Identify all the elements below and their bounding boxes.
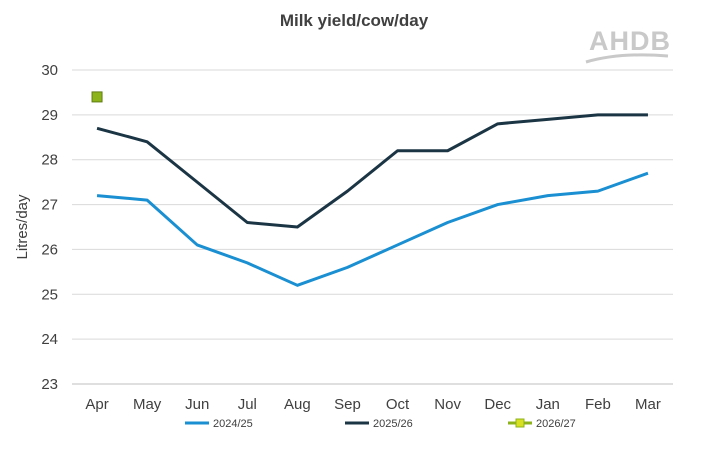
chart-title: Milk yield/cow/day — [280, 11, 429, 30]
x-tick-label: Feb — [585, 396, 611, 413]
ahdb-logo: AHDB — [585, 26, 671, 64]
y-tick-label: 24 — [41, 331, 58, 348]
y-tick-label: 27 — [41, 197, 58, 214]
x-tick-label: Nov — [434, 396, 461, 413]
series-group — [91, 91, 649, 287]
legend-label: 2025/26 — [373, 418, 413, 430]
gridlines — [72, 69, 673, 340]
x-tick-labels: Apr May Jun Jul Aug Sep Oct Nov Dec Jan Feb Mar — [85, 396, 661, 413]
series-line-2025-26 — [96, 113, 648, 229]
y-tick-label: 29 — [41, 107, 58, 124]
series-point — [91, 91, 103, 103]
x-tick-label: Sep — [334, 396, 361, 413]
logo-swoosh — [585, 53, 669, 64]
y-axis-label: Litres/day — [14, 194, 31, 260]
logo-text: AHDB — [589, 26, 671, 56]
legend-label: 2024/25 — [213, 418, 253, 430]
x-tick-label: Jun — [185, 396, 209, 413]
y-tick-label: 26 — [41, 241, 58, 258]
x-tick-label: Dec — [484, 396, 511, 413]
y-tick-label: 23 — [41, 376, 58, 393]
x-tick-label: Jul — [238, 396, 257, 413]
legend: 2024/25 2025/26 2026/27 — [185, 418, 576, 430]
x-tick-label: May — [133, 396, 162, 413]
x-tick-label: Mar — [635, 396, 661, 413]
legend-label: 2026/27 — [536, 418, 576, 430]
x-tick-label: Apr — [85, 396, 108, 413]
series-line-2024-25 — [96, 171, 649, 287]
x-tick-label: Aug — [284, 396, 311, 413]
x-tick-label: Oct — [386, 396, 410, 413]
legend-marker — [515, 418, 525, 428]
y-tick-label: 28 — [41, 152, 58, 169]
y-tick-labels: 23 24 25 26 27 28 29 30 — [41, 62, 58, 393]
y-tick-label: 30 — [41, 62, 58, 79]
x-tick-label: Jan — [536, 396, 560, 413]
y-tick-label: 25 — [41, 286, 58, 303]
